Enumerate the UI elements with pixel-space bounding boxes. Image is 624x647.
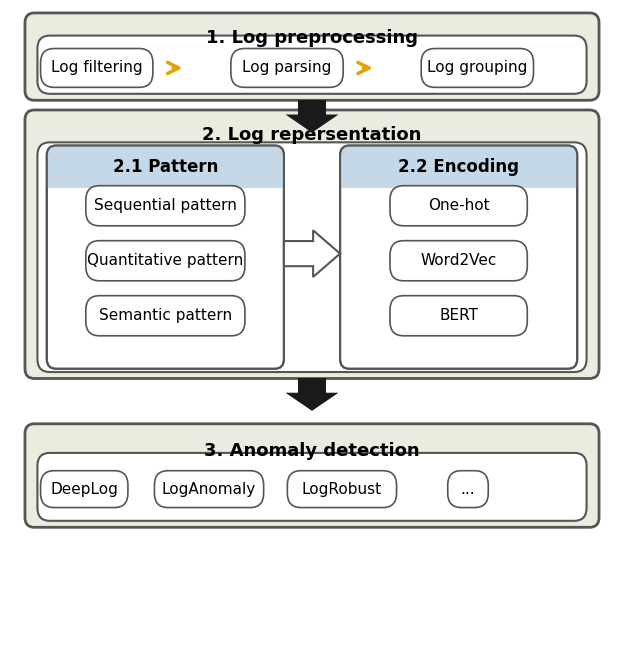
FancyBboxPatch shape (47, 146, 284, 369)
FancyBboxPatch shape (47, 146, 284, 188)
Bar (47, 167, 284, 188)
Bar (298, 378, 326, 393)
Text: Log filtering: Log filtering (51, 60, 142, 76)
FancyBboxPatch shape (390, 296, 527, 336)
Text: Word2Vec: Word2Vec (421, 253, 497, 269)
Polygon shape (284, 230, 340, 277)
FancyBboxPatch shape (231, 49, 343, 87)
Text: ...: ... (461, 481, 475, 497)
Text: Semantic pattern: Semantic pattern (99, 308, 232, 324)
FancyBboxPatch shape (37, 142, 587, 372)
Text: 1. Log preprocessing: 1. Log preprocessing (206, 28, 418, 47)
FancyBboxPatch shape (41, 471, 128, 507)
FancyBboxPatch shape (340, 146, 577, 188)
FancyBboxPatch shape (421, 49, 534, 87)
Text: One-hot: One-hot (428, 198, 489, 214)
Text: LogAnomaly: LogAnomaly (162, 481, 256, 497)
FancyBboxPatch shape (37, 36, 587, 94)
FancyBboxPatch shape (340, 146, 577, 369)
Text: 2.2 Encoding: 2.2 Encoding (398, 158, 519, 176)
FancyBboxPatch shape (390, 186, 527, 226)
FancyBboxPatch shape (86, 296, 245, 336)
Polygon shape (286, 115, 338, 133)
Text: Sequential pattern: Sequential pattern (94, 198, 236, 214)
FancyBboxPatch shape (155, 471, 263, 507)
FancyBboxPatch shape (390, 241, 527, 281)
FancyBboxPatch shape (25, 13, 599, 100)
Text: 2.1 Pattern: 2.1 Pattern (113, 158, 218, 176)
FancyBboxPatch shape (86, 241, 245, 281)
Text: LogRobust: LogRobust (302, 481, 382, 497)
FancyBboxPatch shape (41, 49, 153, 87)
Text: Log grouping: Log grouping (427, 60, 527, 76)
Text: BERT: BERT (439, 308, 478, 324)
Text: 2. Log repersentation: 2. Log repersentation (202, 126, 422, 144)
FancyBboxPatch shape (37, 453, 587, 521)
FancyBboxPatch shape (25, 424, 599, 527)
Text: 3. Anomaly detection: 3. Anomaly detection (204, 442, 420, 460)
Polygon shape (286, 393, 338, 411)
FancyBboxPatch shape (287, 471, 397, 507)
FancyBboxPatch shape (448, 471, 488, 507)
Text: DeepLog: DeepLog (51, 481, 118, 497)
FancyBboxPatch shape (86, 186, 245, 226)
FancyBboxPatch shape (25, 110, 599, 378)
Text: Log parsing: Log parsing (242, 60, 332, 76)
Bar (298, 100, 326, 115)
Text: Quantitative pattern: Quantitative pattern (87, 253, 243, 269)
Bar (340, 167, 577, 188)
